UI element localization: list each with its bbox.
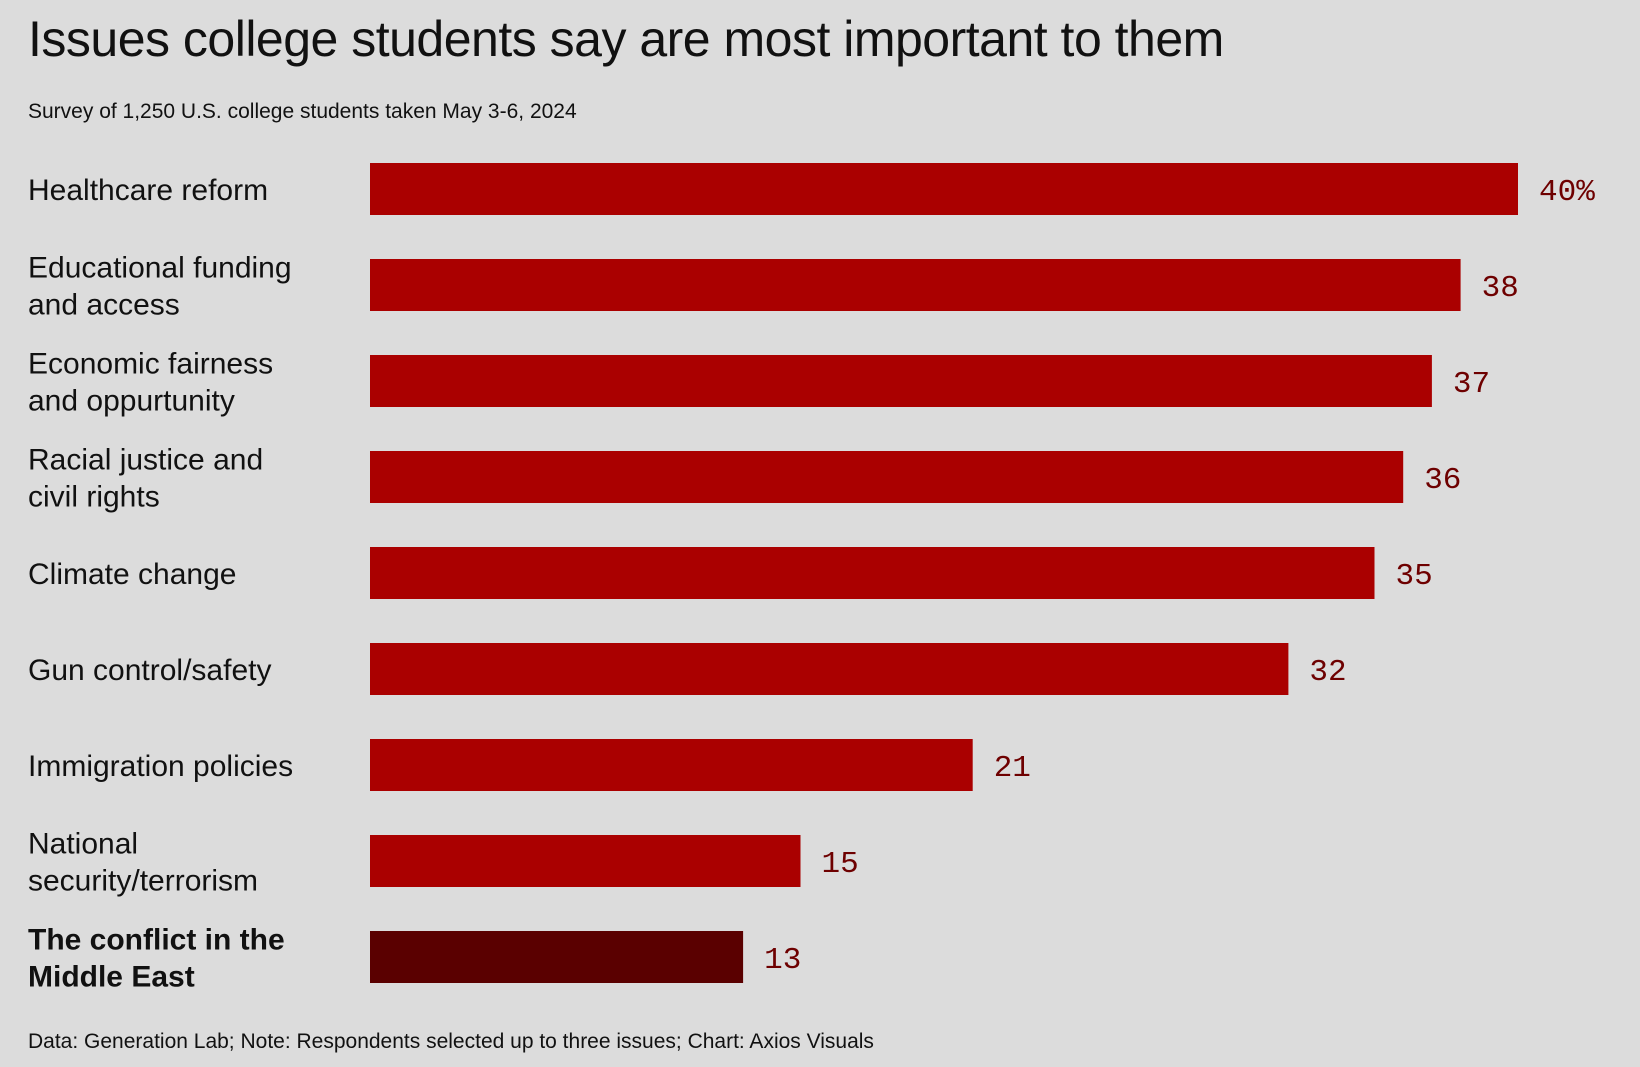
- bar-3: [370, 451, 1404, 503]
- category-label-5: Gun control/safety: [28, 654, 271, 687]
- value-label-1: 38: [1482, 271, 1519, 306]
- category-label-2: Economic fairness and oppurtunity: [28, 348, 273, 418]
- category-label-7: National security/terrorism: [28, 828, 258, 898]
- category-label-line: The conflict in the: [28, 924, 285, 957]
- bar-1: [370, 259, 1461, 311]
- category-label-line: Climate change: [28, 558, 236, 591]
- category-label-line: Middle East: [28, 961, 195, 994]
- value-label-8: 13: [764, 943, 801, 978]
- category-label-line: and access: [28, 289, 180, 322]
- chart-footer: Data: Generation Lab; Note: Respondents …: [28, 1030, 874, 1053]
- value-label-2: 37: [1453, 367, 1490, 402]
- bar-2: [370, 355, 1432, 407]
- category-label-8: The conflict in the Middle East: [28, 924, 285, 994]
- bar-8: [370, 931, 744, 983]
- category-label-6: Immigration policies: [28, 750, 293, 783]
- value-label-3: 36: [1424, 463, 1461, 498]
- category-label-line: Educational funding: [28, 252, 292, 285]
- category-label-line: Gun control/safety: [28, 654, 271, 687]
- value-label-4: 35: [1396, 559, 1433, 594]
- value-label-7: 15: [822, 847, 859, 882]
- value-label-0: 40%: [1539, 175, 1595, 210]
- category-label-3: Racial justice and civil rights: [28, 444, 263, 514]
- category-label-0: Healthcare reform: [28, 174, 268, 207]
- category-label-1: Educational funding and access: [28, 252, 292, 322]
- category-label-line: Immigration policies: [28, 750, 293, 783]
- bar-0: [370, 163, 1518, 215]
- category-label-line: Racial justice and: [28, 444, 263, 477]
- bar-4: [370, 547, 1375, 599]
- category-label-line: and oppurtunity: [28, 385, 235, 418]
- value-label-5: 32: [1309, 655, 1346, 690]
- chart-title: Issues college students say are most imp…: [28, 11, 1224, 67]
- category-label-line: Economic fairness: [28, 348, 273, 381]
- chart-subtitle: Survey of 1,250 U.S. college students ta…: [28, 100, 577, 123]
- bar-6: [370, 739, 973, 791]
- value-label-6: 21: [994, 751, 1031, 786]
- category-label-line: Healthcare reform: [28, 174, 268, 207]
- category-label-line: civil rights: [28, 481, 160, 514]
- category-label-4: Climate change: [28, 558, 236, 591]
- category-label-line: National: [28, 828, 138, 861]
- bar-7: [370, 835, 801, 887]
- bar-5: [370, 643, 1289, 695]
- category-label-line: security/terrorism: [28, 865, 258, 898]
